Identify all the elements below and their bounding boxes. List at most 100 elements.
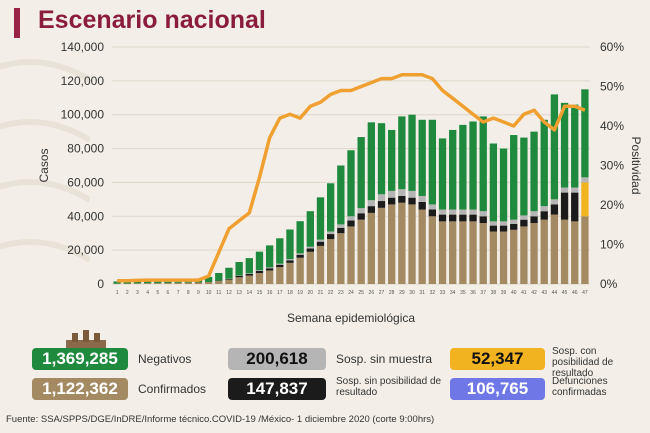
bar-segment	[276, 238, 284, 264]
bar-segment	[499, 231, 508, 284]
bar-segment	[316, 245, 325, 284]
bar-segment	[438, 221, 447, 284]
bar-segment	[489, 225, 498, 232]
bar-segment	[459, 209, 467, 215]
x-tick-label: 46	[572, 290, 578, 296]
bar-segment	[337, 224, 345, 228]
bar-segment	[479, 223, 487, 284]
bar-segment	[245, 273, 253, 274]
x-tick-label: 6	[167, 290, 170, 296]
bar-segment	[571, 187, 579, 193]
x-tick-label: 9	[197, 290, 200, 296]
x-tick-label: 40	[511, 290, 517, 296]
stat-sin-muestra-label: Sosp. sin muestra	[336, 352, 433, 366]
x-tick-label: 12	[226, 290, 232, 296]
bar-segment	[245, 273, 253, 276]
bar-segment	[265, 268, 274, 271]
decorative-pattern	[0, 59, 90, 263]
bar-segment	[489, 221, 498, 226]
bar-segment	[306, 248, 314, 252]
bar-segment	[357, 208, 365, 214]
bar-segment	[265, 245, 274, 268]
bar-segment	[194, 282, 203, 284]
bar-segment	[276, 264, 284, 268]
stat-con-posibilidad-value: 52,347	[450, 348, 545, 370]
y-tick-label: 20,000	[67, 243, 104, 257]
bar-segment	[306, 246, 314, 249]
bar-segment	[337, 233, 345, 284]
bar-segment	[499, 225, 508, 232]
bar-segment	[326, 234, 335, 240]
bar-segment	[337, 227, 345, 234]
x-tick-label: 11	[216, 290, 221, 296]
bar-segment	[398, 189, 406, 196]
bar-segment	[489, 143, 498, 222]
y-tick-label: 120,000	[61, 74, 105, 88]
y2-tick-label: 20%	[600, 198, 624, 212]
bar-segment	[479, 211, 487, 217]
stat-sin-posibilidad-value: 147,837	[228, 378, 326, 400]
bar-segment	[367, 212, 376, 284]
y-tick-label: 60,000	[67, 175, 104, 189]
x-tick-label: 29	[399, 290, 405, 296]
bar-segment	[438, 214, 447, 222]
bar-segment	[215, 272, 223, 281]
x-tick-label: 45	[562, 290, 568, 296]
bar-segment	[418, 209, 426, 284]
stat-confirmados-label: Confirmados	[138, 382, 207, 396]
bar-segment	[123, 283, 131, 284]
bar-segment	[255, 251, 264, 271]
x-tick-label: 19	[297, 290, 303, 296]
bar-segment	[398, 116, 406, 190]
y-tick-label: 40,000	[67, 209, 104, 223]
bar-segment	[560, 187, 569, 193]
x-tick-label: 25	[358, 290, 364, 296]
stat-negativos-label: Negativos	[138, 352, 192, 366]
bar-segment	[204, 276, 213, 282]
bar-segment	[449, 214, 457, 222]
x-tick-label: 41	[521, 290, 527, 296]
bar-segment	[113, 281, 121, 284]
bar-segment	[428, 216, 437, 284]
x-tick-label: 13	[236, 290, 242, 296]
bar-segment	[550, 199, 559, 205]
y2-tick-label: 60%	[600, 40, 624, 54]
bar-segment	[357, 137, 365, 209]
bar-segment	[347, 216, 355, 221]
bar-segment	[377, 123, 386, 195]
x-tick-label: 5	[156, 290, 159, 296]
bar-segment	[540, 119, 548, 207]
bar-segment	[459, 214, 467, 222]
bar-segment	[499, 221, 508, 226]
bar-segment	[367, 122, 376, 201]
bar-segment	[469, 121, 477, 210]
bar-segment	[408, 114, 416, 191]
bar-segment	[408, 204, 416, 284]
bar-segment	[347, 220, 355, 227]
bar-segment	[296, 257, 304, 284]
bar-segment	[174, 282, 182, 284]
x-tick-label: 32	[430, 290, 436, 296]
bar-segment	[388, 204, 396, 284]
x-tick-label: 36	[470, 290, 476, 296]
bar-segment	[367, 206, 376, 213]
x-tick-label: 17	[277, 290, 283, 296]
bar-segment	[367, 200, 376, 207]
bar-segment	[235, 277, 243, 284]
x-tick-label: 7	[177, 290, 180, 296]
bar-segment	[520, 215, 528, 220]
bar-segment	[316, 239, 325, 242]
bar-segment	[560, 219, 569, 284]
bar-segment	[215, 280, 223, 284]
bar-segment	[388, 190, 396, 198]
x-tick-label: 44	[552, 290, 558, 296]
bar-segment	[581, 182, 589, 217]
bar-segment	[276, 263, 284, 265]
bar-segment	[255, 272, 264, 284]
x-tick-label: 10	[206, 290, 212, 296]
bar-segment	[449, 221, 457, 284]
stat-defunciones-label: Defunciones confirmadas	[552, 376, 608, 398]
x-tick-label: 2	[126, 290, 129, 296]
stat-sin-posibilidad-label: Sosp. sin posibilidad de resultado	[336, 376, 442, 398]
bar-segment	[469, 209, 477, 215]
